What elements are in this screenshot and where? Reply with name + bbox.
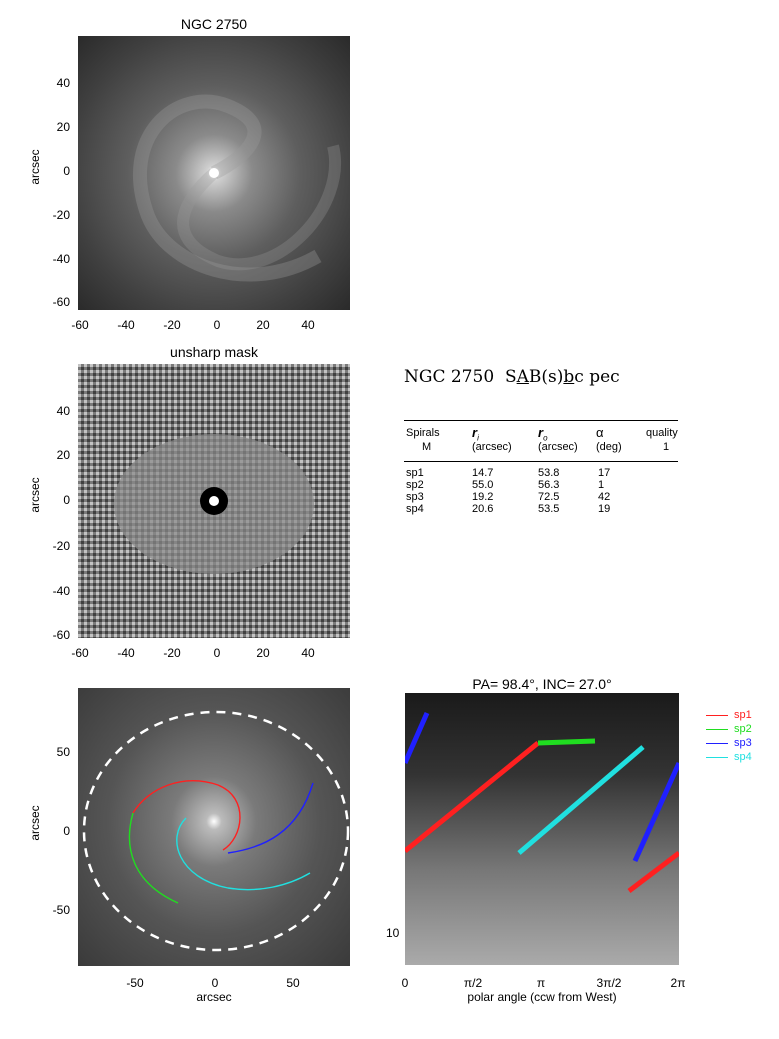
spiral-overlay xyxy=(82,710,350,952)
spiral-overlay-panel xyxy=(78,688,350,966)
panel1-ytick-4: -40 xyxy=(52,252,70,266)
panel1-xtick-4: 20 xyxy=(256,318,270,332)
table-header-spirals: Spirals xyxy=(406,427,440,439)
table-header-alpha: α xyxy=(596,425,604,440)
galaxy-image xyxy=(133,94,341,282)
panel2-xtick-3: 0 xyxy=(213,646,221,660)
panel4-xtick-2: π xyxy=(536,976,546,990)
table-header-ri: ri xyxy=(472,425,479,443)
table-cell-r1-c1: 55.0 xyxy=(472,479,494,491)
spiral-legend: sp1 sp2 sp3 sp4 xyxy=(706,708,752,764)
panel4-xtick-4: 2π xyxy=(670,976,686,990)
panel2-xtick-0: -60 xyxy=(71,646,89,660)
table-cell-r0-c3: 17 xyxy=(598,467,611,479)
table-cell-r2-c3: 42 xyxy=(598,491,611,503)
panel2-ytick-3: -20 xyxy=(52,539,70,553)
panel1-xtick-1: -40 xyxy=(117,318,135,332)
legend-item-sp4: sp4 xyxy=(706,750,752,764)
table-cell-r1-c0: sp2 xyxy=(406,479,424,491)
panel2-xtick-2: -20 xyxy=(163,646,181,660)
panel4-xtick-3: 3π/2 xyxy=(596,976,622,990)
table-header-ro: ro xyxy=(538,425,548,443)
table-cell-r1-c3: 1 xyxy=(598,479,605,491)
legend-label: sp2 xyxy=(734,723,752,735)
table-cell-r1-c2: 56.3 xyxy=(538,479,560,491)
table-unit-m: M xyxy=(422,441,432,453)
class-name: NGC 2750 xyxy=(404,367,495,387)
panel1-xtick-5: 40 xyxy=(301,318,315,332)
legend-line xyxy=(706,756,728,758)
table-cell-r0-c1: 14.7 xyxy=(472,467,494,479)
panel3-xtick-1: 0 xyxy=(211,976,219,990)
panel3-ytick-2: -50 xyxy=(52,903,70,917)
panel2-ytick-0: 40 xyxy=(56,404,70,418)
table-cell-r3-c3: 19 xyxy=(598,503,611,515)
legend-line xyxy=(706,728,728,730)
panel1-xtick-0: -60 xyxy=(71,318,89,332)
panel3-ylabel: arcsec xyxy=(28,805,42,841)
legend-label: sp3 xyxy=(734,737,752,749)
panel4-ytick-10: 10 xyxy=(386,926,400,940)
panel2-xtick-5: 40 xyxy=(301,646,315,660)
panel1-ytick-1: 20 xyxy=(56,120,70,134)
panel2-ytick-2: 0 xyxy=(63,493,70,507)
table-unit-alpha: (deg) xyxy=(596,441,622,453)
panel4-xtick-1: π/2 xyxy=(463,976,483,990)
panel2-xtick-1: -40 xyxy=(117,646,135,660)
table-cell-r2-c2: 72.5 xyxy=(538,491,560,503)
legend-label: sp1 xyxy=(734,709,752,721)
polar-plot-panel xyxy=(405,693,679,965)
legend-item-sp1: sp1 xyxy=(706,708,752,722)
legend-item-sp2: sp2 xyxy=(706,722,752,736)
panel3-xtick-2: 50 xyxy=(286,976,300,990)
panel1-title: NGC 2750 xyxy=(180,16,248,32)
panel3-ytick-1: 0 xyxy=(63,824,70,838)
panel2-ytick-1: 20 xyxy=(56,448,70,462)
table-unit-ri: (arcsec) xyxy=(472,441,512,453)
table-unit-ro: (arcsec) xyxy=(538,441,578,453)
panel2-title: unsharp mask xyxy=(170,344,258,360)
panel4-xtick-0: 0 xyxy=(401,976,409,990)
table-cell-r3-c1: 20.6 xyxy=(472,503,494,515)
legend-item-sp3: sp3 xyxy=(706,736,752,750)
class-post: c pec xyxy=(574,367,620,387)
panel3-xtick-0: -50 xyxy=(126,976,144,990)
polar-plot xyxy=(405,711,679,893)
panel2-ytick-4: -40 xyxy=(52,584,70,598)
panel2-xtick-4: 20 xyxy=(256,646,270,660)
class-pre: S xyxy=(504,367,517,387)
table-cell-r0-c0: sp1 xyxy=(406,467,424,479)
class-u1: A xyxy=(516,367,529,387)
galaxy-image-panel xyxy=(78,36,350,310)
table-cell-r0-c2: 53.8 xyxy=(538,467,560,479)
table-cell-r2-c0: sp3 xyxy=(406,491,424,503)
table-unit-quality: 1 xyxy=(663,441,670,453)
panel1-xtick-2: -20 xyxy=(163,318,181,332)
panel1-ytick-3: -20 xyxy=(52,208,70,222)
class-mid: B(s) xyxy=(528,367,564,387)
panel2-ytick-5: -60 xyxy=(52,628,70,642)
panel1-ytick-5: -60 xyxy=(52,295,70,309)
table-header-quality: quality xyxy=(646,427,678,439)
table-cell-r3-c0: sp4 xyxy=(406,503,424,515)
galaxy-classification: NGC 2750 SAB(s)bc pec xyxy=(404,367,620,387)
table-top-rule xyxy=(404,420,678,421)
panel1-ytick-0: 40 xyxy=(56,76,70,90)
unsharp-mask-panel xyxy=(78,364,350,638)
panel3-xlabel: arcsec xyxy=(196,990,232,1004)
table-mid-rule xyxy=(404,461,678,462)
class-u2: b xyxy=(563,367,575,387)
panel4-title: PA= 98.4°, INC= 27.0° xyxy=(472,676,612,692)
table-cell-r2-c1: 19.2 xyxy=(472,491,494,503)
panel1-ytick-2: 0 xyxy=(63,164,70,178)
legend-line xyxy=(706,714,728,716)
panel1-xtick-3: 0 xyxy=(213,318,221,332)
legend-label: sp4 xyxy=(734,751,752,763)
table-cell-r3-c2: 53.5 xyxy=(538,503,560,515)
panel4-xlabel: polar angle (ccw from West) xyxy=(467,990,617,1004)
unsharp-mask-image xyxy=(78,364,350,638)
legend-line xyxy=(706,742,728,744)
panel3-ytick-0: 50 xyxy=(56,745,70,759)
